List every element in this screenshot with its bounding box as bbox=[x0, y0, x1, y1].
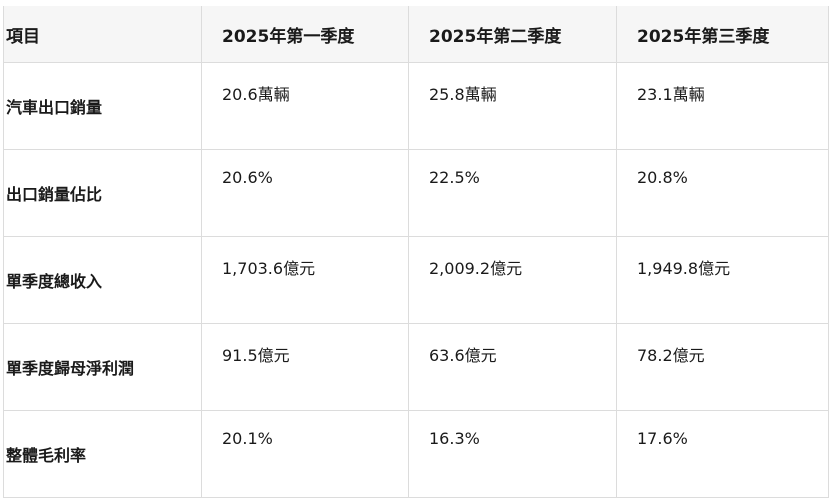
header-q1: 2025年第一季度 bbox=[201, 6, 409, 63]
table-cell: 22.5% bbox=[408, 149, 617, 237]
cell-value: 20.1% bbox=[222, 429, 273, 448]
cell-value: 25.8萬輛 bbox=[429, 85, 497, 104]
cell-value: 63.6億元 bbox=[429, 346, 497, 365]
table-row: 整體毛利率 20.1% 16.3% 17.6% bbox=[3, 410, 829, 498]
cell-value: 1,703.6億元 bbox=[222, 259, 316, 278]
row-label: 整體毛利率 bbox=[3, 410, 202, 498]
table-cell: 20.1% bbox=[201, 410, 409, 498]
row-label: 單季度歸母淨利潤 bbox=[3, 323, 202, 411]
table-row: 汽車出口銷量 20.6萬輛 25.8萬輛 23.1萬輛 bbox=[3, 62, 829, 150]
table-row: 單季度歸母淨利潤 91.5億元 63.6億元 78.2億元 bbox=[3, 323, 829, 411]
table-cell: 1,949.8億元 bbox=[616, 236, 829, 324]
cell-value: 22.5% bbox=[429, 168, 480, 187]
cell-value: 1,949.8億元 bbox=[637, 259, 731, 278]
quarterly-data-table: 項目 2025年第一季度 2025年第二季度 2025年第三季度 汽車出口銷量 2… bbox=[3, 6, 829, 498]
table-cell: 20.8% bbox=[616, 149, 829, 237]
cell-value: 16.3% bbox=[429, 429, 480, 448]
table-row: 出口銷量佔比 20.6% 22.5% 20.8% bbox=[3, 149, 829, 237]
cell-value: 78.2億元 bbox=[637, 346, 705, 365]
row-label: 汽車出口銷量 bbox=[3, 62, 202, 150]
cell-value: 17.6% bbox=[637, 429, 688, 448]
table-cell: 17.6% bbox=[616, 410, 829, 498]
table-cell: 25.8萬輛 bbox=[408, 62, 617, 150]
row-label: 單季度總收入 bbox=[3, 236, 202, 324]
header-item: 項目 bbox=[3, 6, 202, 63]
table-cell: 20.6萬輛 bbox=[201, 62, 409, 150]
cell-value: 91.5億元 bbox=[222, 346, 290, 365]
table-cell: 91.5億元 bbox=[201, 323, 409, 411]
table-cell: 63.6億元 bbox=[408, 323, 617, 411]
cell-value: 20.6萬輛 bbox=[222, 85, 290, 104]
header-row: 項目 2025年第一季度 2025年第二季度 2025年第三季度 bbox=[3, 6, 829, 63]
table-cell: 16.3% bbox=[408, 410, 617, 498]
table-cell: 1,703.6億元 bbox=[201, 236, 409, 324]
table-cell: 23.1萬輛 bbox=[616, 62, 829, 150]
header-q2: 2025年第二季度 bbox=[408, 6, 617, 63]
header-q3: 2025年第三季度 bbox=[616, 6, 829, 63]
table-cell: 2,009.2億元 bbox=[408, 236, 617, 324]
cell-value: 23.1萬輛 bbox=[637, 85, 705, 104]
cell-value: 20.8% bbox=[637, 168, 688, 187]
table-cell: 78.2億元 bbox=[616, 323, 829, 411]
row-label: 出口銷量佔比 bbox=[3, 149, 202, 237]
cell-value: 20.6% bbox=[222, 168, 273, 187]
cell-value: 2,009.2億元 bbox=[429, 259, 523, 278]
table-cell: 20.6% bbox=[201, 149, 409, 237]
table-row: 單季度總收入 1,703.6億元 2,009.2億元 1,949.8億元 bbox=[3, 236, 829, 324]
